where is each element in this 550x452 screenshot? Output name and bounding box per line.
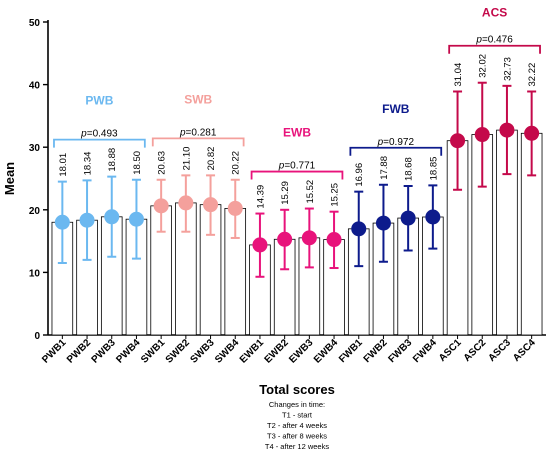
mean-point	[400, 210, 416, 226]
mean-point	[450, 133, 466, 149]
y-axis-title: Mean	[2, 162, 17, 195]
x-tick-label: PWB1	[40, 337, 69, 366]
p-value-label: p=0.771	[278, 161, 316, 172]
x-tick-label: FWB1	[337, 337, 365, 365]
data-label: 17.88	[379, 156, 390, 180]
data-label: 15.52	[305, 180, 316, 204]
notes-line: T1 - start	[282, 411, 313, 420]
x-axis-title: Total scores	[259, 382, 335, 397]
mean-point	[499, 122, 515, 138]
mean-point	[301, 230, 317, 246]
x-tick-label: SWB1	[139, 337, 168, 366]
y-tick-label: 30	[29, 143, 41, 154]
mean-point	[54, 214, 70, 230]
mean-point	[203, 197, 219, 213]
group-bracket	[151, 137, 245, 147]
data-label: 18.50	[132, 151, 143, 175]
bars	[51, 129, 543, 336]
mean-point	[128, 211, 144, 227]
x-tick-label: SWB4	[213, 337, 242, 366]
mean-point	[252, 237, 268, 253]
x-tick-label: EWB3	[287, 337, 316, 366]
data-label: 18.88	[107, 148, 118, 172]
y-tick-label: 40	[29, 81, 41, 92]
x-tick-label: PWB2	[65, 337, 94, 366]
mean-point	[351, 221, 367, 237]
x-tick-label: EWB4	[312, 337, 341, 366]
p-value-label: p=0.476	[475, 35, 513, 46]
notes-line: T2 - after 4 weeks	[267, 421, 327, 430]
data-label: 20.22	[231, 151, 242, 175]
mean-point	[227, 200, 243, 216]
data-label: 18.01	[58, 153, 69, 177]
group-bracket	[448, 44, 541, 54]
data-label: 21.10	[181, 147, 192, 171]
x-tick-label: ASC2	[462, 337, 489, 364]
error-bars	[54, 81, 540, 278]
group-brackets: p=0.493 PWB p=0.281 SWB p=0.771 EWB p=0.972 FWB…	[53, 6, 541, 180]
notes-line: Changes in time:	[269, 400, 325, 409]
p-value-label: p=0.972	[377, 137, 415, 148]
data-label: 15.25	[330, 183, 341, 207]
group-bracket	[349, 146, 443, 156]
x-tick-label: ASC1	[437, 337, 464, 364]
mean-point	[79, 212, 95, 228]
notes-line: T3 - after 8 weeks	[267, 432, 327, 441]
mean-point	[375, 215, 391, 231]
group-bracket	[250, 170, 344, 180]
x-tick-label: SWB2	[164, 337, 193, 366]
x-tick-label: FWB3	[386, 337, 414, 365]
group-label: FWB	[382, 102, 410, 116]
mean-point	[524, 125, 540, 141]
x-tick-label: ASC3	[486, 337, 513, 364]
mean-point	[474, 127, 490, 143]
mean-point	[425, 209, 441, 225]
value-labels: 18.01 18.34 18.88 18.50 20.63 21.10 20.82 20.22…	[58, 54, 538, 209]
mean-point	[104, 209, 120, 225]
x-tick-label: EWB1	[238, 337, 267, 366]
mean-point	[153, 198, 169, 214]
data-label: 31.04	[453, 63, 464, 87]
x-tick-label: ASC4	[511, 337, 538, 364]
mean-point	[277, 231, 293, 247]
x-tick-label: SWB3	[188, 337, 217, 366]
y-tick-label: 0	[34, 331, 40, 342]
y-tick-label: 50	[29, 18, 41, 29]
x-tick-label: FWB2	[362, 337, 390, 365]
data-label: 20.82	[206, 147, 217, 171]
x-tick-label: EWB2	[263, 337, 292, 366]
notes-line: T4 - after 12 weeks	[265, 442, 329, 451]
x-tick-label: PWB4	[114, 337, 143, 366]
p-value-label: p=0.281	[179, 127, 217, 138]
x-tick-label: FWB4	[411, 337, 439, 365]
y-tick-label: 10	[29, 268, 41, 279]
y-tick-label: 20	[29, 206, 41, 217]
data-label: 20.63	[157, 151, 168, 175]
data-label: 32.73	[502, 57, 513, 81]
data-label: 18.85	[428, 157, 439, 181]
group-label: EWB	[283, 126, 311, 140]
data-label: 14.39	[255, 185, 266, 209]
data-label: 15.29	[280, 181, 291, 205]
data-label: 32.02	[478, 54, 489, 78]
data-label: 16.96	[354, 163, 365, 187]
mean-point	[326, 232, 342, 248]
x-tick-label: PWB3	[90, 337, 119, 366]
group-label: SWB	[184, 92, 212, 106]
p-value-label: p=0.493	[80, 129, 118, 140]
data-label: 18.68	[404, 157, 415, 181]
mean-point	[178, 195, 194, 211]
group-bracket	[53, 138, 146, 148]
group-label: PWB	[85, 94, 113, 108]
group-label: ACS	[482, 6, 507, 20]
data-label: 18.34	[83, 152, 94, 176]
data-label: 32.22	[527, 63, 538, 87]
